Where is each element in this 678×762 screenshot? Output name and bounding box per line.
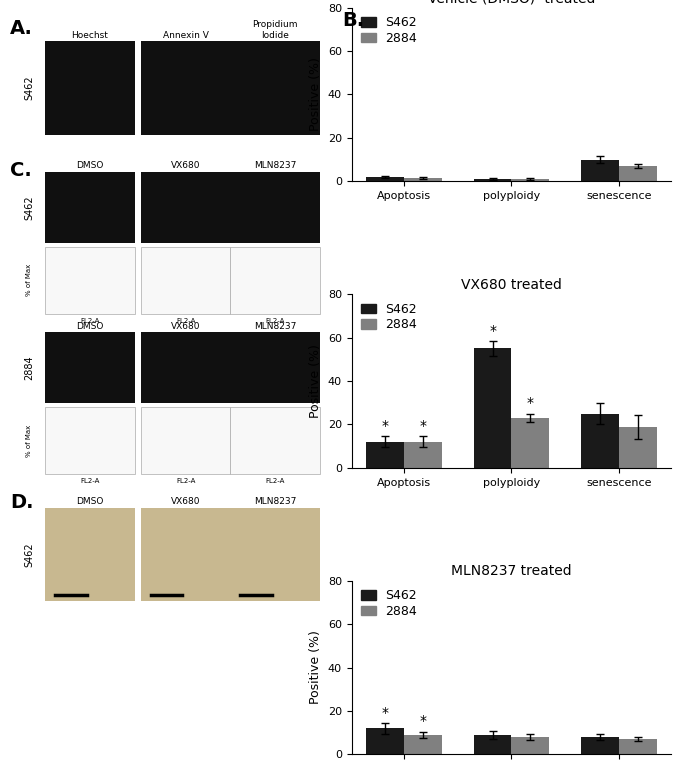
- Text: *: *: [527, 396, 534, 410]
- Text: Hoechst: Hoechst: [71, 30, 108, 40]
- Bar: [404, 178, 441, 181]
- Bar: [582, 737, 619, 754]
- Bar: [511, 737, 549, 754]
- Text: Propidium
Iodide: Propidium Iodide: [252, 21, 298, 40]
- Bar: [231, 41, 320, 135]
- Legend: S462, 2884: S462, 2884: [358, 14, 420, 47]
- Y-axis label: Positive (%): Positive (%): [309, 344, 322, 418]
- Bar: [474, 179, 511, 181]
- Bar: [231, 407, 320, 474]
- Text: VX680: VX680: [171, 322, 201, 331]
- Text: MLN8237: MLN8237: [254, 322, 296, 331]
- Bar: [45, 247, 134, 314]
- Bar: [474, 348, 511, 468]
- Bar: [366, 442, 404, 468]
- Bar: [45, 172, 134, 243]
- Text: Annexin V: Annexin V: [163, 30, 209, 40]
- Text: FL2-A: FL2-A: [80, 318, 100, 324]
- Text: FL2-A: FL2-A: [176, 318, 195, 324]
- Text: B.: B.: [342, 11, 365, 30]
- Text: S462: S462: [24, 75, 34, 101]
- Text: *: *: [382, 419, 388, 433]
- Text: D.: D.: [10, 493, 33, 512]
- Text: C.: C.: [10, 161, 32, 180]
- Bar: [366, 728, 404, 754]
- Text: MLN8237: MLN8237: [254, 162, 296, 171]
- Text: VX680: VX680: [171, 498, 201, 507]
- Bar: [141, 247, 231, 314]
- Bar: [45, 332, 134, 403]
- Title: VX680 treated: VX680 treated: [461, 277, 562, 292]
- Text: DMSO: DMSO: [76, 162, 104, 171]
- Text: 2884: 2884: [24, 356, 34, 380]
- Bar: [141, 508, 231, 601]
- Bar: [511, 179, 549, 181]
- Bar: [474, 735, 511, 754]
- Text: FL2-A: FL2-A: [265, 318, 285, 324]
- Text: FL2-A: FL2-A: [176, 478, 195, 484]
- Bar: [404, 442, 441, 468]
- Bar: [619, 427, 657, 468]
- Text: A.: A.: [10, 19, 33, 38]
- Text: *: *: [419, 419, 426, 433]
- Text: DMSO: DMSO: [76, 498, 104, 507]
- Bar: [582, 414, 619, 468]
- Bar: [141, 41, 231, 135]
- Bar: [141, 407, 231, 474]
- Title: MLN8237 treated: MLN8237 treated: [451, 564, 572, 578]
- Bar: [45, 41, 134, 135]
- Bar: [619, 739, 657, 754]
- Text: *: *: [382, 706, 388, 719]
- Y-axis label: Positive (%): Positive (%): [309, 631, 322, 705]
- Y-axis label: Positive (%): Positive (%): [309, 57, 322, 131]
- Bar: [45, 508, 134, 601]
- Text: *: *: [489, 324, 496, 338]
- Text: FL2-A: FL2-A: [80, 478, 100, 484]
- Text: DMSO: DMSO: [76, 322, 104, 331]
- Title: Vehicle (DMSO)- treated: Vehicle (DMSO)- treated: [428, 0, 595, 5]
- Bar: [582, 159, 619, 181]
- Text: % of Max: % of Max: [26, 424, 32, 457]
- Bar: [366, 177, 404, 181]
- Bar: [619, 166, 657, 181]
- Bar: [231, 172, 320, 243]
- Bar: [231, 332, 320, 403]
- Legend: S462, 2884: S462, 2884: [358, 587, 420, 620]
- Bar: [404, 735, 441, 754]
- Legend: S462, 2884: S462, 2884: [358, 300, 420, 334]
- Text: FL2-A: FL2-A: [265, 478, 285, 484]
- Bar: [231, 247, 320, 314]
- Text: VX680: VX680: [171, 162, 201, 171]
- Text: % of Max: % of Max: [26, 264, 32, 296]
- Bar: [231, 508, 320, 601]
- Text: *: *: [419, 714, 426, 728]
- Bar: [511, 418, 549, 468]
- Text: S462: S462: [24, 543, 34, 567]
- Text: MLN8237: MLN8237: [254, 498, 296, 507]
- Bar: [45, 407, 134, 474]
- Text: S462: S462: [24, 195, 34, 219]
- Bar: [141, 172, 231, 243]
- Bar: [141, 332, 231, 403]
